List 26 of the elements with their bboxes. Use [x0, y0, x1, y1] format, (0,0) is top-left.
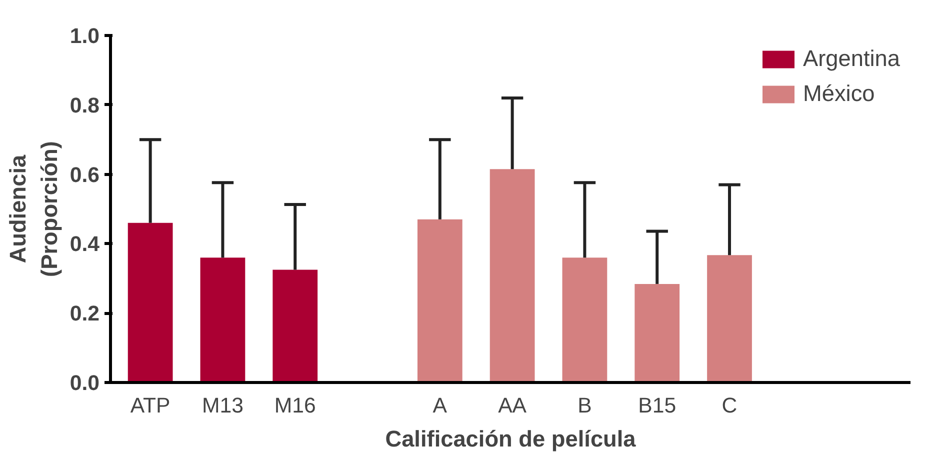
x-tick-label: B	[578, 394, 592, 418]
bar	[490, 169, 535, 382]
x-tick-label: AA	[498, 394, 528, 418]
bar	[200, 258, 246, 382]
bar	[272, 270, 318, 382]
x-tick-label: C	[722, 394, 738, 418]
x-tick-label: A	[432, 394, 448, 418]
legend-label: México	[803, 80, 875, 107]
legend-label: Argentina	[803, 45, 900, 72]
x-tick-label: M13	[202, 394, 244, 418]
bar	[634, 284, 680, 382]
bar	[707, 255, 752, 382]
x-tick-label: ATP	[130, 394, 170, 418]
y-tick-label: 0.6	[70, 162, 100, 187]
bar	[128, 222, 173, 382]
x-tick-label: B15	[638, 394, 676, 418]
x-tick-label: M16	[274, 394, 316, 418]
y-tick-label: 1.0	[70, 24, 100, 48]
bar	[562, 258, 608, 382]
y-tick-label: 0.2	[70, 302, 100, 326]
y-tick-label: 0.4	[70, 232, 100, 256]
y-tick-label: 0.8	[70, 93, 100, 118]
x-axis-title: Calificación de película	[385, 426, 636, 452]
y-axis-title: Audiencia (Proporción)	[4, 141, 62, 277]
y-tick-label: 0.0	[70, 371, 100, 395]
bar	[417, 219, 462, 382]
